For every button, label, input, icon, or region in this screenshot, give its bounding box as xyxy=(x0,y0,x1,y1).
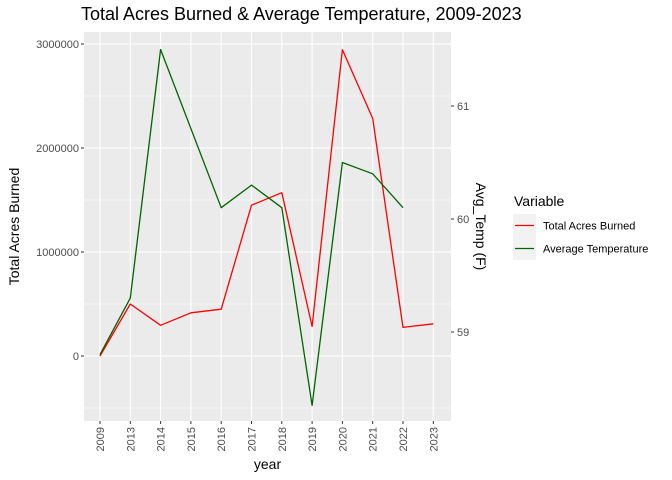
x-tick-label: 2016 xyxy=(216,427,228,451)
x-tick-label: 2017 xyxy=(247,427,259,451)
x-tick-label: 2019 xyxy=(307,427,319,451)
y-axis-title: Total Acres Burned xyxy=(6,168,22,286)
legend-title: Variable xyxy=(514,193,565,209)
series-line-average-temperature xyxy=(99,48,404,407)
y2-tick-label: 59 xyxy=(457,327,469,339)
x-tick-label: 2013 xyxy=(125,427,137,451)
y2-tick-label: 60 xyxy=(457,214,469,226)
x-tick-label: 2022 xyxy=(398,427,410,451)
x-tick-label: 2015 xyxy=(186,427,198,451)
x-tick-label: 2009 xyxy=(95,427,107,451)
series-line-total-acres-burned xyxy=(99,49,434,357)
chart-title: Total Acres Burned & Average Temperature… xyxy=(81,4,522,24)
legend-entry-label: Total Acres Burned xyxy=(543,221,635,233)
y-tick-label: 3000000 xyxy=(36,39,79,51)
y-tick-label: 0 xyxy=(73,351,79,363)
legend-entry-label: Average Temperature xyxy=(543,244,648,256)
y2-tick-label: 61 xyxy=(457,101,469,113)
y-tick-label: 2000000 xyxy=(36,143,79,155)
x-tick-label: 2023 xyxy=(428,427,440,451)
x-tick-label: 2014 xyxy=(156,427,168,451)
x-tick-label: 2021 xyxy=(368,427,380,451)
x-tick-label: 2018 xyxy=(277,427,289,451)
y-tick-label: 1000000 xyxy=(36,247,79,259)
x-axis-title: year xyxy=(254,456,282,472)
y2-axis-title: Avg_Temp (F) xyxy=(473,183,489,271)
x-tick-label: 2020 xyxy=(337,427,349,451)
